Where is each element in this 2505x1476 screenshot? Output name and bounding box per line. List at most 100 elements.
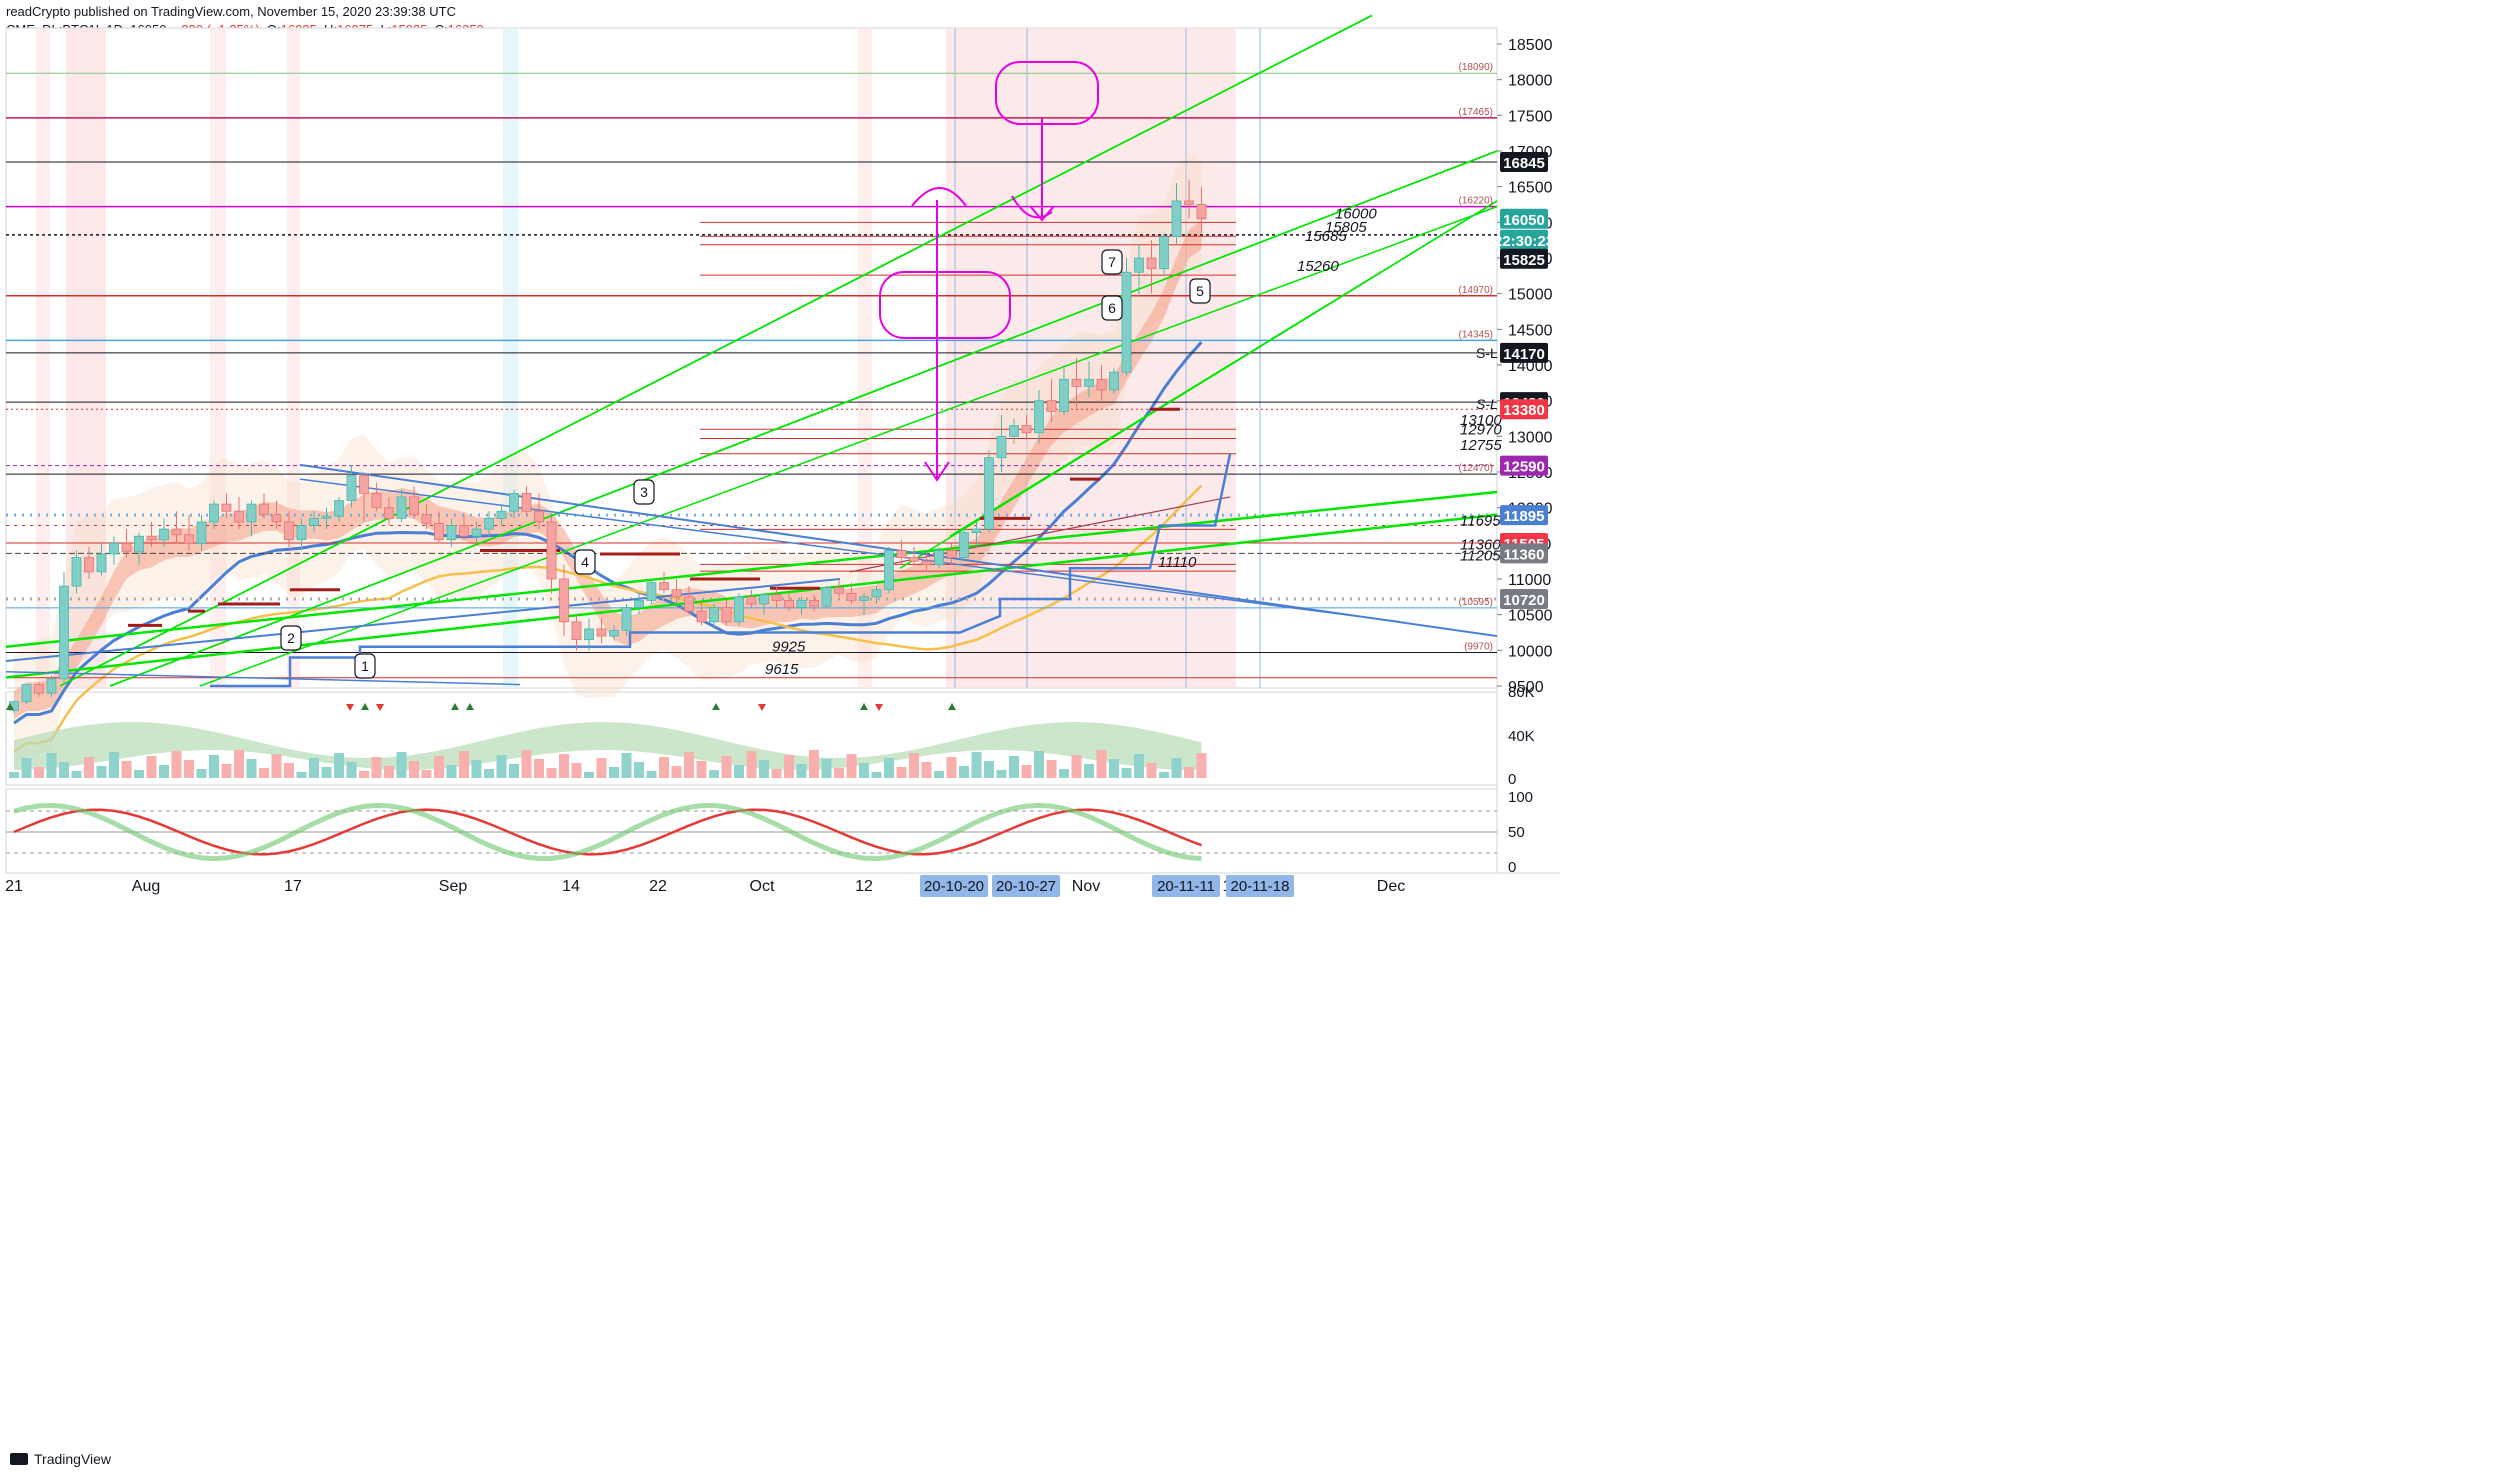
volume-bar — [1096, 750, 1107, 778]
price-badge: 11360 — [1500, 543, 1548, 564]
candle-body — [684, 596, 694, 612]
volume-tick-label: 40K — [1508, 728, 1535, 745]
volume-bar — [484, 769, 494, 778]
candle-body — [521, 492, 532, 512]
ribbon-band — [14, 220, 1202, 720]
candle-body — [1159, 236, 1169, 270]
candle — [659, 571, 669, 594]
candle-body — [821, 587, 832, 607]
candle — [859, 593, 869, 615]
date-badge-bg — [1152, 875, 1220, 897]
candle-body — [159, 528, 169, 541]
arc-mark — [911, 187, 967, 207]
volume-bar — [1046, 760, 1057, 778]
volume-bar — [321, 767, 332, 778]
candle — [596, 618, 607, 644]
oscillator-line — [13, 808, 1202, 856]
wave-number: 6 — [1108, 300, 1116, 316]
candle — [309, 511, 319, 533]
level-label: 9925 — [772, 639, 806, 656]
volume-bar — [59, 762, 69, 778]
y-tick-label: 16500 — [1508, 180, 1553, 197]
price-badge-text: 22:30:23 — [1494, 233, 1554, 250]
candle — [584, 618, 594, 651]
volume-bar — [421, 770, 432, 778]
candle — [1084, 361, 1094, 398]
candle-body — [496, 510, 507, 519]
date-badge-text: 20-10-27 — [996, 878, 1056, 895]
candle-body — [884, 550, 894, 591]
volume-bar — [46, 753, 57, 778]
price-badge-bg — [1500, 588, 1548, 609]
wave-callout — [1101, 295, 1123, 321]
candle-body — [1084, 378, 1094, 387]
candle — [771, 586, 782, 608]
candle-body — [1009, 425, 1019, 437]
volume-bar — [646, 771, 657, 778]
candle-body — [46, 678, 57, 694]
candle-body — [446, 525, 457, 541]
candle-body — [1121, 271, 1132, 373]
wave-callout — [574, 549, 596, 575]
candle-body — [871, 589, 882, 598]
price-badge-text: 15825 — [1503, 252, 1545, 269]
volume-bar — [571, 763, 582, 778]
candle-body — [946, 550, 957, 559]
candle — [321, 507, 332, 530]
candle-body — [234, 510, 244, 523]
candle-body — [409, 496, 419, 516]
highlight-band — [503, 28, 518, 688]
up-triangle-icon — [466, 703, 474, 710]
candle — [1184, 179, 1194, 219]
tradingview-brand[interactable]: TradingView — [10, 1451, 111, 1467]
candle — [471, 521, 482, 544]
candle — [346, 464, 357, 508]
volume-bar — [896, 767, 907, 778]
price-badge-bg — [1500, 543, 1548, 564]
candle — [984, 450, 994, 533]
volume-bar — [384, 766, 394, 778]
volume-bar — [146, 756, 157, 778]
candle — [521, 486, 532, 515]
osc-tick-label: 0 — [1508, 859, 1516, 876]
candle-body — [84, 557, 94, 573]
candle-body — [471, 528, 482, 537]
volume-bar — [1159, 772, 1169, 778]
volume-bar — [496, 755, 507, 778]
price-badge: 11895 — [1500, 505, 1548, 526]
candle-body — [1059, 378, 1069, 412]
date-badge-text: 20-11-11 — [1157, 878, 1215, 895]
candle — [721, 600, 732, 626]
target-ellipse — [879, 271, 1011, 339]
candle — [646, 579, 657, 604]
wave-number: 5 — [1196, 283, 1204, 299]
candle-body — [221, 503, 232, 512]
candle — [671, 579, 682, 604]
candle-body — [1134, 257, 1144, 273]
candle-body — [434, 522, 444, 541]
volume-bar — [196, 769, 207, 778]
candle — [209, 500, 219, 530]
volume-bar — [234, 750, 244, 778]
highlight-band — [858, 28, 872, 688]
trendline — [5, 578, 841, 663]
volume-bar — [1071, 755, 1082, 778]
candle — [1134, 243, 1144, 298]
x-tick-label: 14 — [562, 878, 580, 895]
volume-bar — [659, 757, 669, 778]
volume-bar — [171, 751, 182, 778]
candle-body — [171, 528, 182, 536]
volume-bar — [509, 764, 519, 778]
wave-callout — [280, 625, 302, 651]
date-badge-bg — [920, 875, 988, 897]
wave-callout — [633, 479, 655, 505]
candle — [921, 550, 932, 572]
level-label: 11110 — [1158, 554, 1197, 571]
level-label: 15685 — [1305, 228, 1347, 245]
publish-info: readCrypto published on TradingView.com,… — [6, 4, 456, 19]
candle — [171, 511, 182, 544]
up-triangle-icon — [860, 703, 868, 710]
candle-body — [671, 589, 682, 598]
volume-bar — [1084, 764, 1094, 778]
